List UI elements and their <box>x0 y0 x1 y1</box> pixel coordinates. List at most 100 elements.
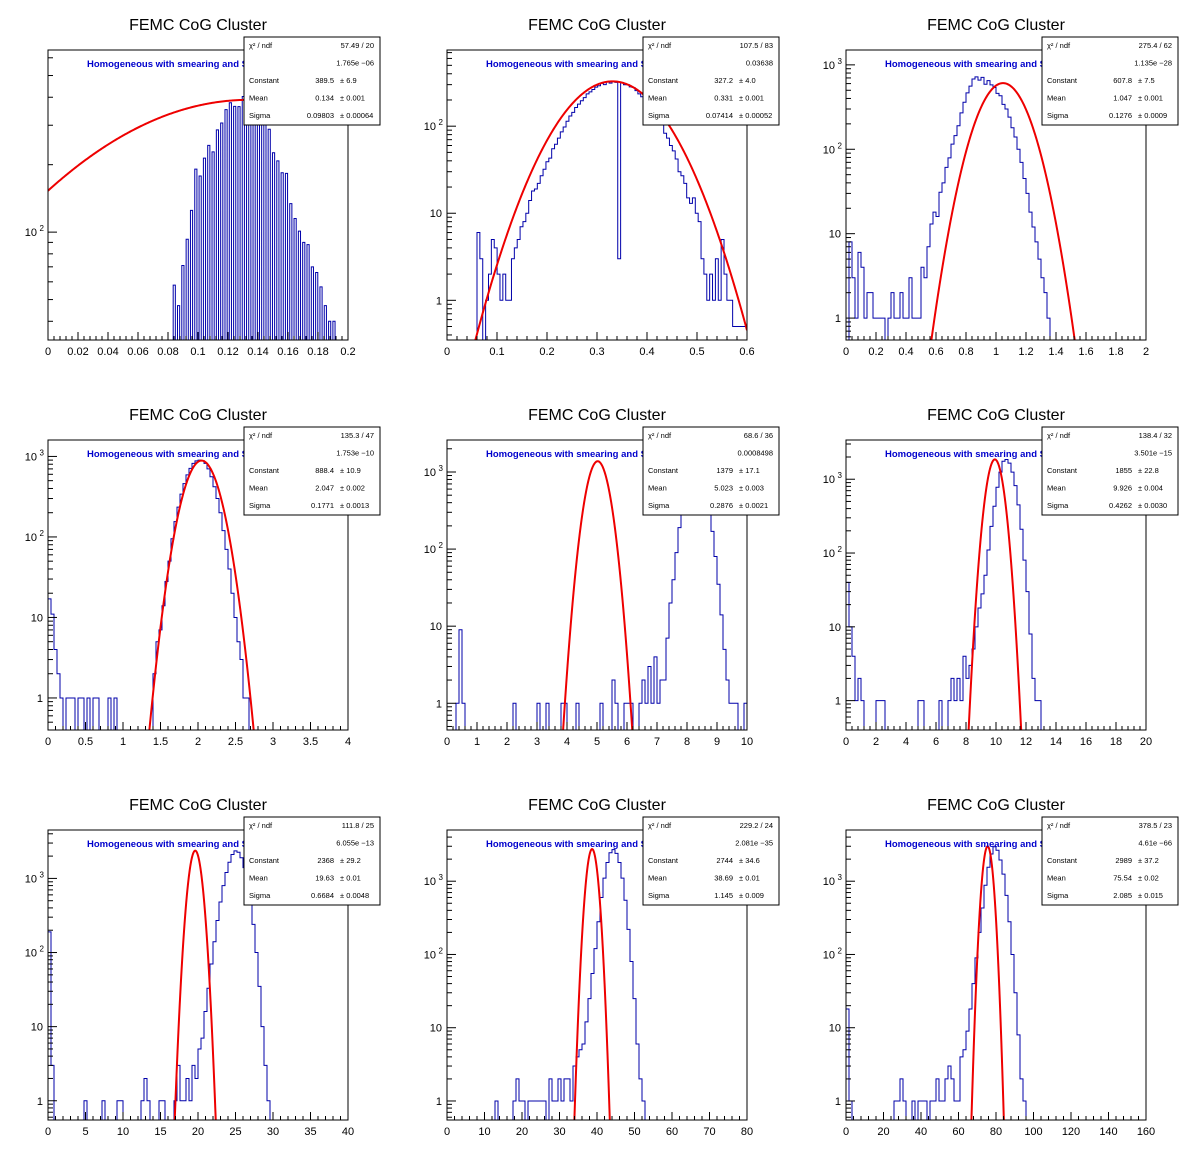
y-tick-label: 10 2 <box>25 945 45 960</box>
y-tick-mantissa: 10 <box>25 227 37 239</box>
x-tick-label: 20 <box>1140 736 1152 748</box>
x-tick-label: 0 <box>843 736 849 748</box>
x-tick-label: 5 <box>82 1126 88 1138</box>
chart-title: FEMC CoG Cluster <box>129 407 267 424</box>
x-tick-label: 0.06 <box>127 346 148 358</box>
stats-value: 19.63 <box>315 874 334 883</box>
x-tick-label: 140 <box>1099 1126 1117 1138</box>
x-tick-label: 5 <box>594 736 600 748</box>
y-tick-mantissa: 10 <box>823 60 835 72</box>
stats-label: χ² / ndf <box>648 431 672 440</box>
x-tick-label: 0 <box>444 1126 450 1138</box>
annotation-text: Homogeneous with smearing and SiPM satur… <box>486 449 713 460</box>
stats-value: 38.69 <box>714 874 733 883</box>
x-tick-label: 0.2 <box>539 346 554 358</box>
y-tick-label: 10 <box>829 622 841 634</box>
y-tick-label: 10 3 <box>823 57 843 72</box>
x-tick-label: 6 <box>933 736 939 748</box>
stats-value: 3.501e −15 <box>1134 449 1172 458</box>
stats-label: Constant <box>1047 856 1078 865</box>
chart-title: FEMC CoG Cluster <box>129 797 267 814</box>
x-tick-label: 3 <box>534 736 540 748</box>
stats-label: Mean <box>249 94 268 103</box>
stats-label: Mean <box>648 874 667 883</box>
stats-value: 1.753e −10 <box>336 449 374 458</box>
gaussian-fit-curve <box>148 459 255 730</box>
y-tick-label: 1 <box>436 698 442 710</box>
x-tick-label: 8 <box>963 736 969 748</box>
gaussian-fit-curve <box>562 460 634 730</box>
x-tick-label: 12 <box>1020 736 1032 748</box>
y-tick-label: 10 2 <box>424 946 444 961</box>
x-tick-label: 0.14 <box>247 346 268 358</box>
y-tick-label: 10 <box>829 229 841 241</box>
histogram-bars <box>846 846 1146 1120</box>
stats-value: 68.6 / 36 <box>744 431 773 440</box>
stats-box <box>243 36 381 126</box>
y-tick-exponent: 2 <box>40 945 45 954</box>
y-tick-exponent: 3 <box>838 57 843 66</box>
x-tick-label: 35 <box>304 1126 316 1138</box>
stats-error: ± 0.0030 <box>1138 501 1167 510</box>
x-tick-label: 18 <box>1110 736 1122 748</box>
stats-value: 135.3 / 47 <box>341 431 374 440</box>
x-tick-label: 1 <box>993 346 999 358</box>
x-tick-label: 160 <box>1137 1126 1155 1138</box>
stats-value: 888.4 <box>315 466 334 475</box>
stats-error: ± 0.001 <box>340 94 365 103</box>
histogram-panel: FEMC CoG Cluster 0 0.02 0.04 0.06 0.08 0.1 0.12… <box>25 17 381 358</box>
x-tick-label: 40 <box>591 1126 603 1138</box>
x-tick-label: 40 <box>342 1126 354 1138</box>
stats-label: Sigma <box>1047 111 1069 120</box>
x-tick-label: 6 <box>624 736 630 748</box>
stats-label: Sigma <box>249 501 271 510</box>
gaussian-fit-curve <box>967 458 1023 730</box>
y-tick-label: 10 <box>430 621 442 633</box>
stats-error: ± 0.01 <box>340 874 361 883</box>
stats-value: 607.8 <box>1113 76 1132 85</box>
stats-error: ± 7.5 <box>1138 76 1155 85</box>
x-tick-label: 0.3 <box>589 346 604 358</box>
stats-value: 1379 <box>716 466 733 475</box>
stats-error: ± 17.1 <box>739 466 760 475</box>
y-tick-mantissa: 10 <box>25 532 37 544</box>
stats-value: 0.6684 <box>311 891 334 900</box>
chart-title: FEMC CoG Cluster <box>528 797 666 814</box>
stats-label: Mean <box>249 484 268 493</box>
stats-error: ± 0.001 <box>739 94 764 103</box>
stats-error: ± 10.9 <box>340 466 361 475</box>
stats-value: 0.1276 <box>1109 111 1132 120</box>
chart-title: FEMC CoG Cluster <box>927 17 1065 34</box>
y-tick-label: 1 <box>835 696 841 708</box>
x-tick-label: 14 <box>1050 736 1062 748</box>
y-tick-exponent: 2 <box>838 545 843 554</box>
gaussian-fit-curve <box>970 845 1005 1120</box>
y-tick-label: 10 2 <box>25 529 45 544</box>
y-tick-mantissa: 10 <box>25 873 37 885</box>
stats-value: 1.047 <box>1113 94 1132 103</box>
stats-value: 1.135e −28 <box>1134 59 1172 68</box>
stats-value: 0.09803 <box>307 111 334 120</box>
annotation-text: Homogeneous with smearing and SiPM satur… <box>486 59 713 70</box>
stats-value: 2368 <box>317 856 334 865</box>
x-tick-label: 15 <box>154 1126 166 1138</box>
stats-error: ± 0.0009 <box>1138 111 1167 120</box>
x-tick-label: 0.5 <box>78 736 93 748</box>
x-tick-label: 2 <box>1143 346 1149 358</box>
x-tick-label: 1.5 <box>153 736 168 748</box>
stats-value: 75.54 <box>1113 874 1132 883</box>
x-tick-label: 9 <box>714 736 720 748</box>
y-tick-mantissa: 10 <box>25 948 37 960</box>
x-tick-label: 0.1 <box>190 346 205 358</box>
stats-value: 0.0008498 <box>738 449 773 458</box>
stats-label: Mean <box>1047 484 1066 493</box>
stats-value: 0.07414 <box>706 111 733 120</box>
x-tick-label: 0 <box>45 346 51 358</box>
stats-error: ± 0.00064 <box>340 111 373 120</box>
stats-value: 2.085 <box>1113 891 1132 900</box>
y-tick-mantissa: 10 <box>823 548 835 560</box>
x-tick-label: 0.5 <box>689 346 704 358</box>
